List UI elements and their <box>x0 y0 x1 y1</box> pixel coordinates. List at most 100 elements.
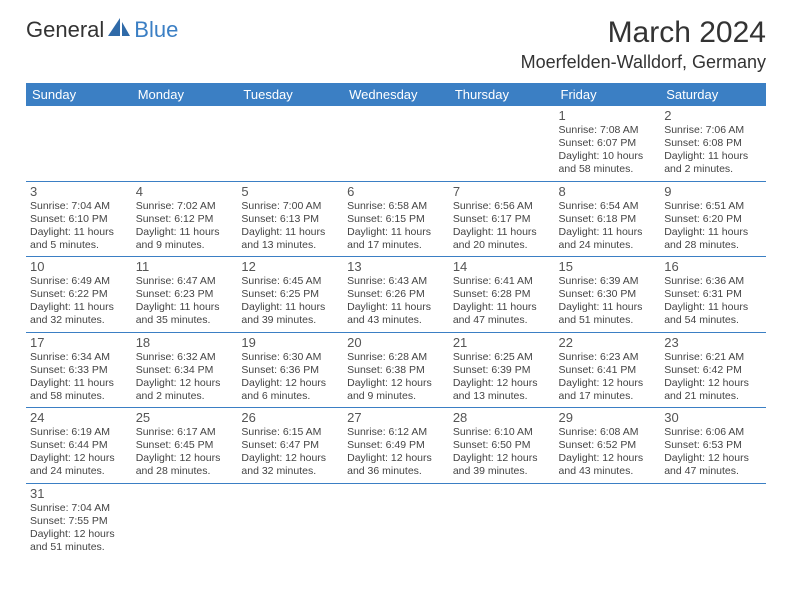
day-info-line: Daylight: 10 hours <box>559 150 657 163</box>
calendar-empty-cell <box>237 483 343 558</box>
day-info-line: Sunrise: 6:21 AM <box>664 351 762 364</box>
day-info-line: Sunset: 6:17 PM <box>453 213 551 226</box>
calendar-day-cell: 15Sunrise: 6:39 AMSunset: 6:30 PMDayligh… <box>555 257 661 333</box>
calendar-day-cell: 12Sunrise: 6:45 AMSunset: 6:25 PMDayligh… <box>237 257 343 333</box>
day-info-line: Sunset: 6:07 PM <box>559 137 657 150</box>
day-info-line: and 54 minutes. <box>664 314 762 327</box>
day-info-line: and 21 minutes. <box>664 390 762 403</box>
day-info-line: Daylight: 12 hours <box>30 452 128 465</box>
calendar-empty-cell <box>343 106 449 181</box>
calendar-day-cell: 14Sunrise: 6:41 AMSunset: 6:28 PMDayligh… <box>449 257 555 333</box>
day-info-line: and 39 minutes. <box>453 465 551 478</box>
day-info-line: Sunrise: 6:15 AM <box>241 426 339 439</box>
day-info-line: Daylight: 11 hours <box>30 301 128 314</box>
day-number: 7 <box>453 184 551 199</box>
day-number: 6 <box>347 184 445 199</box>
calendar-empty-cell <box>343 483 449 558</box>
header: General Blue March 2024 Moerfelden-Walld… <box>0 0 792 77</box>
day-number: 27 <box>347 410 445 425</box>
calendar-day-cell: 8Sunrise: 6:54 AMSunset: 6:18 PMDaylight… <box>555 181 661 257</box>
weekday-header: Thursday <box>449 83 555 106</box>
day-number: 20 <box>347 335 445 350</box>
calendar-day-cell: 1Sunrise: 7:08 AMSunset: 6:07 PMDaylight… <box>555 106 661 181</box>
calendar-day-cell: 3Sunrise: 7:04 AMSunset: 6:10 PMDaylight… <box>26 181 132 257</box>
logo-text-general: General <box>26 17 104 43</box>
day-info-line: Sunset: 6:30 PM <box>559 288 657 301</box>
calendar-week-row: 1Sunrise: 7:08 AMSunset: 6:07 PMDaylight… <box>26 106 766 181</box>
day-info-line: and 9 minutes. <box>136 239 234 252</box>
day-info-line: and 51 minutes. <box>30 541 128 554</box>
day-info-line: Sunset: 6:23 PM <box>136 288 234 301</box>
day-info-line: Sunset: 6:45 PM <box>136 439 234 452</box>
day-number: 16 <box>664 259 762 274</box>
day-info-line: Sunset: 6:22 PM <box>30 288 128 301</box>
calendar-empty-cell <box>449 106 555 181</box>
day-info-line: Sunrise: 6:41 AM <box>453 275 551 288</box>
day-info-line: Sunrise: 7:08 AM <box>559 124 657 137</box>
day-info-line: Sunset: 6:49 PM <box>347 439 445 452</box>
day-info-line: Sunset: 6:53 PM <box>664 439 762 452</box>
day-number: 21 <box>453 335 551 350</box>
day-number: 8 <box>559 184 657 199</box>
calendar-day-cell: 5Sunrise: 7:00 AMSunset: 6:13 PMDaylight… <box>237 181 343 257</box>
day-info-line: Sunset: 6:28 PM <box>453 288 551 301</box>
day-info-line: and 17 minutes. <box>347 239 445 252</box>
day-info-line: Sunrise: 6:54 AM <box>559 200 657 213</box>
day-info-line: Sunrise: 6:12 AM <box>347 426 445 439</box>
day-info-line: Daylight: 11 hours <box>136 301 234 314</box>
day-info-line: Sunset: 6:10 PM <box>30 213 128 226</box>
calendar-day-cell: 30Sunrise: 6:06 AMSunset: 6:53 PMDayligh… <box>660 408 766 484</box>
day-number: 15 <box>559 259 657 274</box>
calendar-day-cell: 10Sunrise: 6:49 AMSunset: 6:22 PMDayligh… <box>26 257 132 333</box>
logo-text-blue: Blue <box>134 17 178 43</box>
day-info-line: and 17 minutes. <box>559 390 657 403</box>
day-info-line: Sunrise: 7:00 AM <box>241 200 339 213</box>
calendar-day-cell: 4Sunrise: 7:02 AMSunset: 6:12 PMDaylight… <box>132 181 238 257</box>
day-number: 23 <box>664 335 762 350</box>
day-info-line: Sunset: 6:25 PM <box>241 288 339 301</box>
logo-sail-icon <box>106 16 132 43</box>
calendar-day-cell: 6Sunrise: 6:58 AMSunset: 6:15 PMDaylight… <box>343 181 449 257</box>
calendar-day-cell: 16Sunrise: 6:36 AMSunset: 6:31 PMDayligh… <box>660 257 766 333</box>
day-info-line: Sunset: 6:15 PM <box>347 213 445 226</box>
day-info-line: Daylight: 12 hours <box>347 377 445 390</box>
day-info-line: and 43 minutes. <box>347 314 445 327</box>
day-info-line: Daylight: 11 hours <box>136 226 234 239</box>
day-info-line: and 24 minutes. <box>30 465 128 478</box>
calendar-week-row: 10Sunrise: 6:49 AMSunset: 6:22 PMDayligh… <box>26 257 766 333</box>
day-info-line: Sunset: 6:41 PM <box>559 364 657 377</box>
day-info-line: Daylight: 11 hours <box>453 301 551 314</box>
day-number: 9 <box>664 184 762 199</box>
weekday-header: Saturday <box>660 83 766 106</box>
day-info-line: Daylight: 12 hours <box>136 452 234 465</box>
day-info-line: Daylight: 11 hours <box>30 226 128 239</box>
day-number: 22 <box>559 335 657 350</box>
day-info-line: and 28 minutes. <box>664 239 762 252</box>
day-info-line: Sunrise: 6:34 AM <box>30 351 128 364</box>
day-info-line: and 13 minutes. <box>453 390 551 403</box>
weekday-header: Wednesday <box>343 83 449 106</box>
day-info-line: Daylight: 12 hours <box>30 528 128 541</box>
day-info-line: Sunrise: 6:43 AM <box>347 275 445 288</box>
day-info-line: Daylight: 12 hours <box>664 377 762 390</box>
day-info-line: Sunrise: 6:06 AM <box>664 426 762 439</box>
day-info-line: Sunset: 6:12 PM <box>136 213 234 226</box>
day-info-line: Sunrise: 7:04 AM <box>30 502 128 515</box>
day-number: 25 <box>136 410 234 425</box>
day-info-line: Daylight: 11 hours <box>241 226 339 239</box>
day-info-line: and 32 minutes. <box>30 314 128 327</box>
day-number: 30 <box>664 410 762 425</box>
day-number: 17 <box>30 335 128 350</box>
day-info-line: Sunrise: 6:58 AM <box>347 200 445 213</box>
day-info-line: Sunset: 7:55 PM <box>30 515 128 528</box>
day-info-line: Daylight: 11 hours <box>559 226 657 239</box>
calendar-empty-cell <box>660 483 766 558</box>
day-info-line: and 58 minutes. <box>559 163 657 176</box>
day-info-line: Sunrise: 6:32 AM <box>136 351 234 364</box>
calendar-day-cell: 29Sunrise: 6:08 AMSunset: 6:52 PMDayligh… <box>555 408 661 484</box>
calendar-week-row: 31Sunrise: 7:04 AMSunset: 7:55 PMDayligh… <box>26 483 766 558</box>
day-info-line: and 32 minutes. <box>241 465 339 478</box>
day-info-line: Sunset: 6:38 PM <box>347 364 445 377</box>
day-info-line: Sunrise: 7:02 AM <box>136 200 234 213</box>
day-info-line: Daylight: 12 hours <box>241 377 339 390</box>
